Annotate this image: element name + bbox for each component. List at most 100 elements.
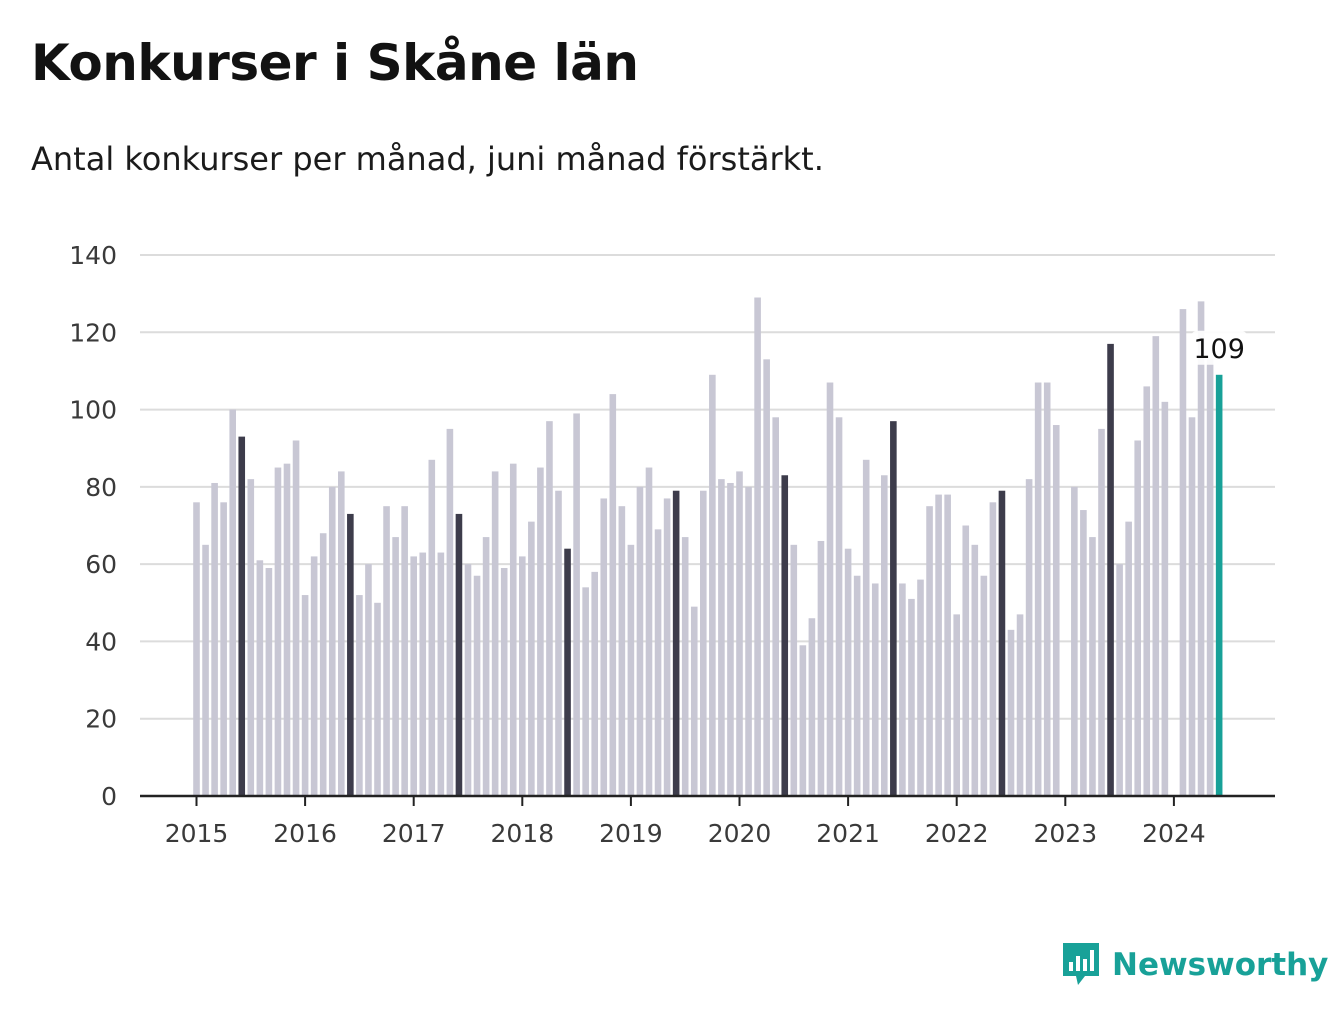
bar [899,583,906,796]
bar [365,564,372,796]
bar [1161,401,1169,796]
bar [636,486,644,796]
bars [193,297,1223,796]
bar [1134,440,1141,796]
bar [817,540,825,796]
bar [736,471,743,796]
bar [1107,343,1114,796]
bar [835,417,843,796]
x-tick-label: 2020 [708,819,772,848]
bar [310,556,318,796]
bar [998,490,1006,796]
x-tick-label: 2024 [1142,819,1206,848]
bar [790,544,798,796]
y-tick-label: 80 [85,473,117,502]
bar [627,544,635,796]
bar [500,568,508,796]
bar [211,482,218,796]
brand-name: Newsworthy [1112,947,1329,983]
bar [401,506,408,796]
bar [564,548,571,796]
bar [1215,374,1223,796]
x-tick-label: 2021 [816,819,880,848]
bar [419,552,427,796]
bar [202,544,209,796]
bar [374,602,381,796]
newsworthy-logo-icon [1063,943,1099,985]
bar [871,583,879,796]
bar [935,494,942,796]
bar [455,513,463,796]
bar [908,598,915,796]
bar [772,417,779,796]
bar [274,467,282,796]
data-label: 109 [1193,334,1245,365]
bar [989,502,997,796]
bar [890,421,897,796]
y-axis: 0 20 40 60 80 100 120 140 [69,241,117,811]
bar [582,587,589,796]
bar [519,556,526,796]
bar [672,490,680,796]
bar [763,359,770,796]
bar [1143,386,1151,796]
bar [690,606,698,796]
bar [256,560,264,796]
bar [754,297,761,796]
annotation-halo [1191,330,1248,365]
bar [844,548,852,796]
bar [1034,382,1042,796]
bar [853,575,861,796]
bar [509,463,517,796]
bar [410,556,417,796]
bar [1071,486,1078,796]
bar [727,482,734,796]
bar [654,529,662,796]
bar [537,467,544,796]
bar [591,571,598,796]
bar [971,544,979,796]
bar [392,537,399,796]
y-tick-label: 120 [69,318,117,347]
bar [383,506,390,796]
bar [1052,425,1060,796]
y-tick-label: 60 [85,550,117,579]
bar [238,436,246,796]
y-tick-label: 20 [85,705,117,734]
x-tick-label: 2019 [599,819,663,848]
bar [301,595,309,796]
x-tick-label: 2015 [165,819,229,848]
bar [745,486,752,796]
bar [1206,359,1214,796]
bar [926,506,933,796]
bar [862,459,870,796]
bar [917,579,924,796]
bar [555,490,562,796]
bar [473,575,481,796]
bar [980,575,988,796]
bar [1188,417,1196,796]
bar [808,618,816,796]
bar [663,498,671,796]
bar [781,475,789,796]
bar [1007,629,1015,796]
bar [229,409,236,796]
bar [356,595,363,796]
annotation: 109 [1191,330,1248,365]
bar [1043,382,1051,796]
bar [1116,564,1123,796]
bar [428,459,436,796]
bar [600,498,608,796]
x-tick-label: 2016 [273,819,337,848]
bar [1016,614,1024,796]
bar [446,428,454,796]
bar [328,486,336,796]
y-tick-label: 140 [69,241,117,270]
bar [1125,521,1132,796]
x-tick-label: 2017 [382,819,446,848]
bar [962,525,970,796]
bar [1152,336,1160,796]
bar [709,374,716,796]
bar [609,394,617,796]
bar [1179,309,1187,796]
